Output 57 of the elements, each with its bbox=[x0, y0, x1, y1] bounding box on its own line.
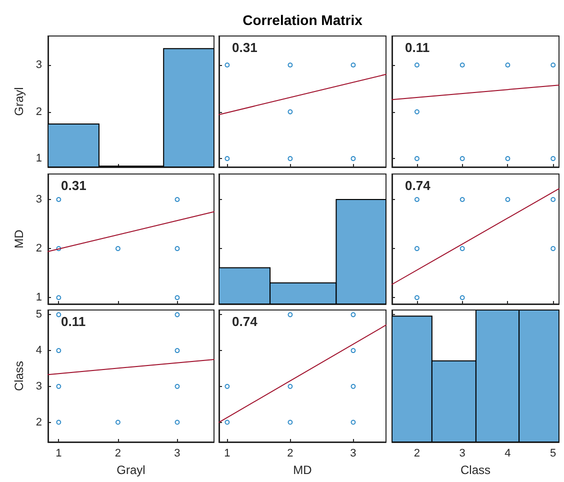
x-tick-label: 1 bbox=[56, 448, 62, 460]
y-axis-title: MD bbox=[12, 229, 26, 248]
annotation: 0.74 bbox=[405, 178, 432, 193]
point bbox=[56, 197, 62, 202]
x-tick-label: 3 bbox=[174, 448, 180, 460]
annotation: 0.11 bbox=[61, 314, 86, 329]
y-tick-label: 3 bbox=[36, 59, 42, 72]
point bbox=[350, 348, 356, 354]
y-tick-label: 1 bbox=[36, 292, 42, 304]
x-tick-label: 3 bbox=[350, 448, 356, 460]
point bbox=[56, 384, 62, 389]
x-tick-label: 1 bbox=[224, 448, 230, 460]
y-tick-label: 3 bbox=[36, 194, 42, 206]
point bbox=[56, 312, 62, 318]
y-tick-label: 1 bbox=[36, 152, 42, 165]
y-tick-label: 5 bbox=[36, 308, 42, 321]
y-tick-label: 3 bbox=[36, 380, 42, 392]
point bbox=[115, 420, 120, 425]
x-tick-label: 3 bbox=[459, 448, 466, 460]
y-tick-label: 2 bbox=[36, 416, 42, 428]
point bbox=[350, 384, 356, 389]
annotation: 0.11 bbox=[405, 40, 430, 55]
x-tick-label: 5 bbox=[550, 448, 556, 460]
y-tick-label: 2 bbox=[36, 106, 42, 118]
x-tick-label: 2 bbox=[114, 448, 122, 460]
point bbox=[174, 348, 180, 354]
point bbox=[174, 295, 180, 300]
x-axis-title: Class bbox=[460, 463, 491, 477]
point bbox=[288, 384, 293, 389]
chart-title: Correlation Matrix bbox=[242, 12, 363, 28]
point bbox=[288, 312, 293, 318]
point bbox=[224, 384, 230, 389]
x-axis-title: MD bbox=[293, 463, 312, 477]
point bbox=[174, 246, 180, 252]
annotation: 0.74 bbox=[232, 314, 258, 329]
x-tick-label: 2 bbox=[287, 448, 294, 460]
y-tick-label: 2 bbox=[36, 242, 42, 255]
point bbox=[115, 246, 120, 252]
point bbox=[174, 384, 180, 389]
annotation: 0.31 bbox=[61, 178, 86, 193]
point bbox=[350, 312, 356, 318]
point bbox=[174, 197, 180, 202]
point bbox=[56, 420, 62, 425]
point bbox=[224, 420, 230, 425]
x-tick-label: 2 bbox=[414, 448, 420, 460]
point bbox=[56, 348, 62, 354]
point bbox=[350, 420, 356, 425]
y-axis-title: Grayl bbox=[12, 87, 26, 116]
point bbox=[174, 420, 180, 425]
x-axis-title: Grayl bbox=[116, 463, 146, 477]
x-tick-label: 4 bbox=[504, 448, 511, 460]
annotation: 0.31 bbox=[232, 40, 258, 55]
y-axis-title: Class bbox=[12, 360, 26, 392]
point bbox=[288, 420, 293, 425]
y-tick-label: 4 bbox=[36, 344, 42, 357]
point bbox=[174, 312, 180, 318]
point bbox=[56, 295, 62, 300]
